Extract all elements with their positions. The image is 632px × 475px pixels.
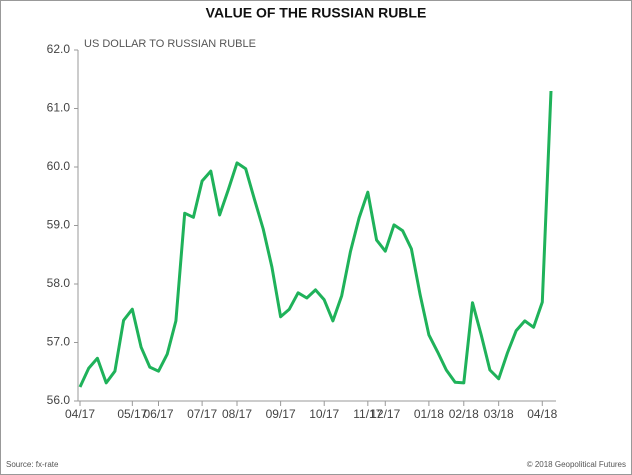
y-tick-label: 57.0 [47, 335, 71, 349]
chart-title: VALUE OF THE RUSSIAN RUBLE [206, 5, 427, 21]
y-tick-label: 58.0 [47, 276, 71, 290]
x-tick-label: 12/17 [370, 407, 400, 421]
x-tick-label: 05/17 [117, 407, 147, 421]
y-tick-label: 56.0 [47, 393, 71, 407]
x-tick-label: 04/17 [65, 407, 95, 421]
x-tick-label: 01/18 [414, 407, 444, 421]
x-tick-label: 10/17 [309, 407, 339, 421]
x-tick-label: 03/18 [484, 407, 514, 421]
y-tick-label: 60.0 [47, 159, 71, 173]
x-tick-label: 09/17 [266, 407, 296, 421]
line [78, 90, 553, 388]
y-tick-label: 61.0 [47, 101, 71, 115]
source: Source: fx-rate [6, 460, 59, 469]
y-tick-label: 62.0 [47, 42, 71, 56]
credit: © 2018 Geopolitical Futures [527, 460, 626, 469]
x-tick-label: 07/17 [187, 407, 217, 421]
y-tick-label: 59.0 [47, 218, 71, 232]
x-tick-label: 04/18 [527, 407, 557, 421]
x-tick-label: 06/17 [143, 407, 173, 421]
x-tick-label: 02/18 [449, 407, 479, 421]
x-tick-label: 08/17 [222, 407, 252, 421]
x-tick-label: 11/17 [353, 407, 382, 421]
subtitle: US DOLLAR TO RUSSIAN RUBLE [84, 38, 256, 50]
